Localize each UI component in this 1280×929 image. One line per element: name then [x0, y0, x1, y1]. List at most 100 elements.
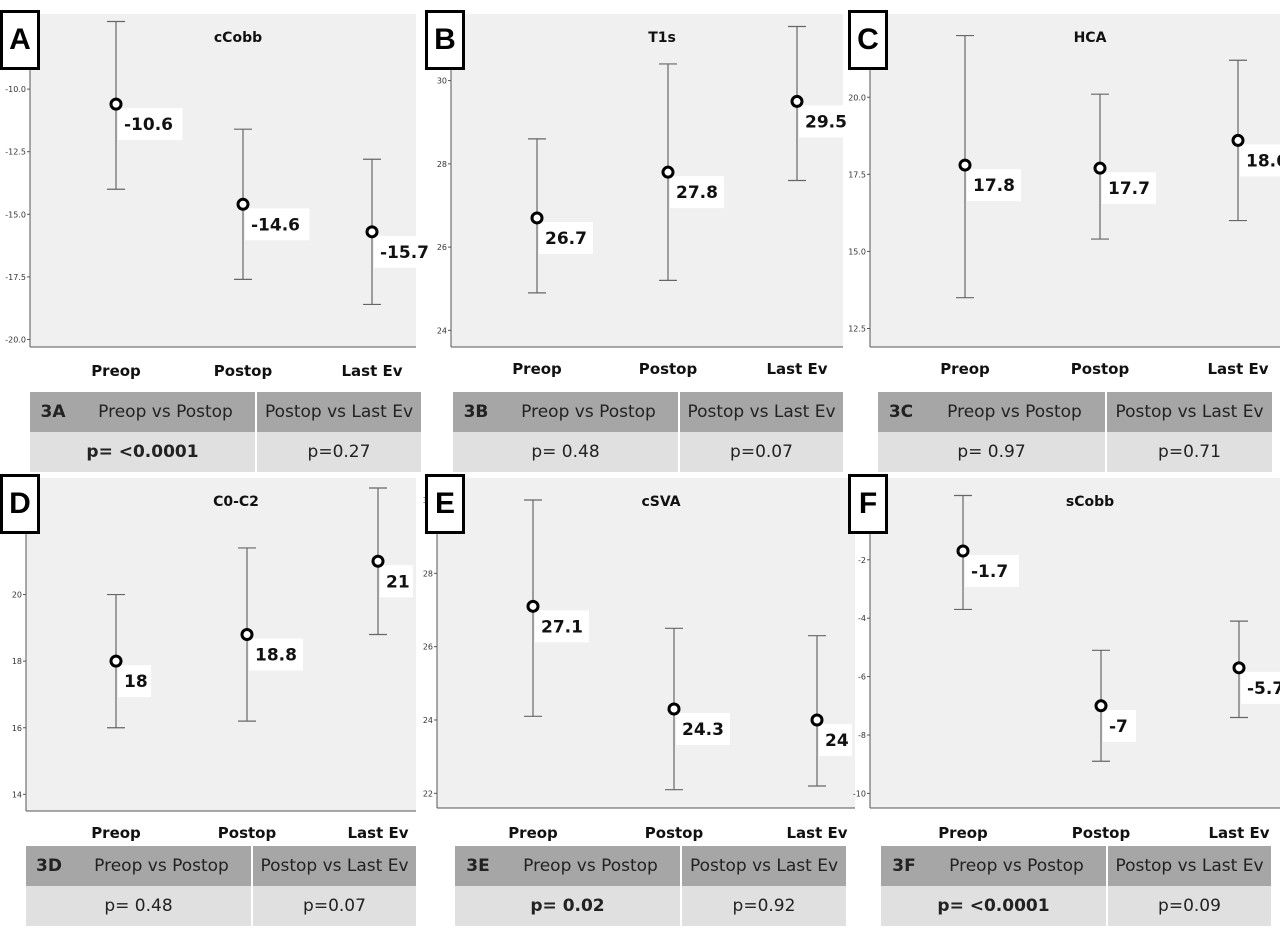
table-tag: 3E — [455, 846, 501, 886]
p-value-table: 3A Preop vs Postop Postop vs Last Ev p= <0.… — [30, 392, 421, 472]
value-label: 17.8 — [973, 176, 1015, 196]
y-tick-label: 12.5 — [848, 325, 866, 334]
y-tick-label: 17.5 — [848, 170, 866, 179]
value-label: 29.5 — [805, 112, 847, 132]
value-label: -10.6 — [124, 115, 173, 135]
y-tick-label: 28 — [437, 160, 447, 169]
p-value-table: 3D Preop vs Postop Postop vs Last Ev p= 0.4… — [26, 846, 416, 926]
value-label-box — [245, 208, 310, 241]
y-tick-label: 26 — [437, 243, 447, 252]
value-label-box — [967, 169, 1021, 202]
plot-area: 30 28 26 24 T1s 26.7 Preop 27.8 Postop 29.5 Last E… — [437, 14, 853, 378]
y-tick-label: -4 — [858, 614, 866, 623]
value-label-box — [1240, 144, 1280, 177]
value-label-box — [1241, 671, 1280, 704]
value-label: 26.7 — [545, 229, 587, 249]
p-value-table: 3E Preop vs Postop Postop vs Last Ev p= 0.0… — [455, 846, 846, 926]
value-label-box — [535, 610, 589, 643]
chart-title: HCA — [1074, 30, 1107, 46]
mean-point — [810, 713, 824, 727]
plot-area: -7.5-10.0-12.5-15.0-17.5-20.0cCobb-10.6P… — [5, 14, 439, 380]
value-label-box — [1103, 709, 1136, 742]
p-value-preop-vs-postop: p= 0.48 — [26, 886, 252, 926]
y-tick-label: -20.0 — [5, 335, 26, 344]
category-label: Last Ev — [341, 362, 402, 380]
mean-point — [240, 628, 254, 642]
value-label: 24 — [825, 731, 849, 751]
value-label: -14.6 — [251, 215, 300, 235]
chart-title: cCobb — [214, 30, 262, 46]
mean-point — [958, 158, 972, 172]
plot-area: 0-2-4-6-8-10sCobb-1.7Preop-7Postop-5.7La… — [853, 478, 1280, 842]
mean-point — [1093, 161, 1107, 175]
table-header-postop-vs-lastev: Postop vs Last Ev — [1106, 846, 1271, 886]
value-label: -7 — [1109, 717, 1128, 737]
category-label: Last Ev — [1208, 824, 1269, 842]
mean-point — [365, 225, 379, 239]
y-tick-label: 20.0 — [848, 93, 866, 102]
table-tag: 3D — [26, 846, 72, 886]
p-value-postop-vs-lastev: p=0.92 — [680, 886, 846, 926]
p-value-table: 3B Preop vs Postop Postop vs Last Ev p= 0.4… — [453, 392, 843, 472]
value-label-box — [670, 176, 724, 209]
value-label-box — [374, 235, 439, 268]
p-value-table: 3C Preop vs Postop Postop vs Last Ev p= 0.9… — [878, 392, 1272, 472]
mean-point — [1232, 661, 1246, 675]
table-header-preop-vs-postop: Preop vs Postop — [924, 392, 1106, 432]
p-value-postop-vs-lastev: p=0.07 — [251, 886, 416, 926]
mean-point — [790, 94, 804, 108]
category-label: Postop — [1072, 824, 1131, 842]
table-tag: 3B — [453, 392, 499, 432]
y-tick-label: 18 — [12, 657, 22, 666]
mean-point — [371, 554, 385, 568]
category-label: Preop — [940, 360, 990, 378]
category-label: Preop — [512, 360, 562, 378]
mean-point — [667, 702, 681, 716]
mean-point — [1094, 699, 1108, 713]
value-label: -15.7 — [380, 243, 429, 263]
y-tick-label: -2 — [858, 556, 866, 565]
plot-area: 22.520.017.515.012.5HCA17.8Preop17.7Post… — [848, 14, 1280, 378]
table-header-postop-vs-lastev: Postop vs Last Ev — [251, 846, 416, 886]
chart-panel-e: 3028262422cSVA27.1Preop24.3Postop24Last … — [423, 474, 855, 929]
panel-letter: B — [425, 10, 465, 70]
table-header-postop-vs-lastev: Postop vs Last Ev — [1105, 392, 1272, 432]
p-value-preop-vs-postop: p= 0.02 — [455, 886, 681, 926]
value-label: 17.7 — [1108, 179, 1150, 199]
mean-point — [530, 211, 544, 225]
value-label-box — [118, 108, 183, 141]
category-label: Postop — [218, 824, 277, 842]
value-label-box — [1102, 172, 1156, 205]
value-label-box — [380, 565, 413, 598]
y-tick-label: 28 — [423, 569, 433, 578]
p-value-table: 3F Preop vs Postop Postop vs Last Ev p= <0.… — [881, 846, 1271, 926]
y-tick-label: 24 — [423, 716, 433, 725]
y-tick-label: 22 — [423, 789, 433, 798]
table-header-preop-vs-postop: Preop vs Postop — [927, 846, 1107, 886]
chart-title: C0-C2 — [213, 494, 259, 510]
table-header-preop-vs-postop: Preop vs Postop — [72, 846, 252, 886]
table-tag: 3F — [881, 846, 927, 886]
p-value-preop-vs-postop: p= <0.0001 — [881, 886, 1107, 926]
value-label: 18.8 — [255, 646, 297, 666]
category-label: Postop — [214, 362, 273, 380]
category-label: Last Ev — [786, 824, 847, 842]
plot-background — [437, 478, 855, 808]
value-label: -5.7 — [1247, 679, 1280, 699]
y-tick-label: 26 — [423, 643, 433, 652]
y-tick-label: -8 — [858, 731, 866, 740]
y-tick-label: 24 — [437, 326, 447, 335]
p-value-postop-vs-lastev: p=0.09 — [1106, 886, 1271, 926]
table-header-preop-vs-postop: Preop vs Postop — [499, 392, 679, 432]
chart-title: cSVA — [641, 494, 680, 510]
panel-letter: E — [425, 474, 465, 534]
y-tick-label: 30 — [437, 77, 447, 86]
category-label: Postop — [1071, 360, 1130, 378]
y-tick-label: -10.0 — [5, 85, 26, 94]
chart-title: T1s — [648, 30, 676, 46]
p-value-postop-vs-lastev: p=0.07 — [678, 432, 843, 472]
mean-point — [1231, 133, 1245, 147]
chart-panel-a: -7.5-10.0-12.5-15.0-17.5-20.0cCobb-10.6P… — [0, 10, 439, 472]
